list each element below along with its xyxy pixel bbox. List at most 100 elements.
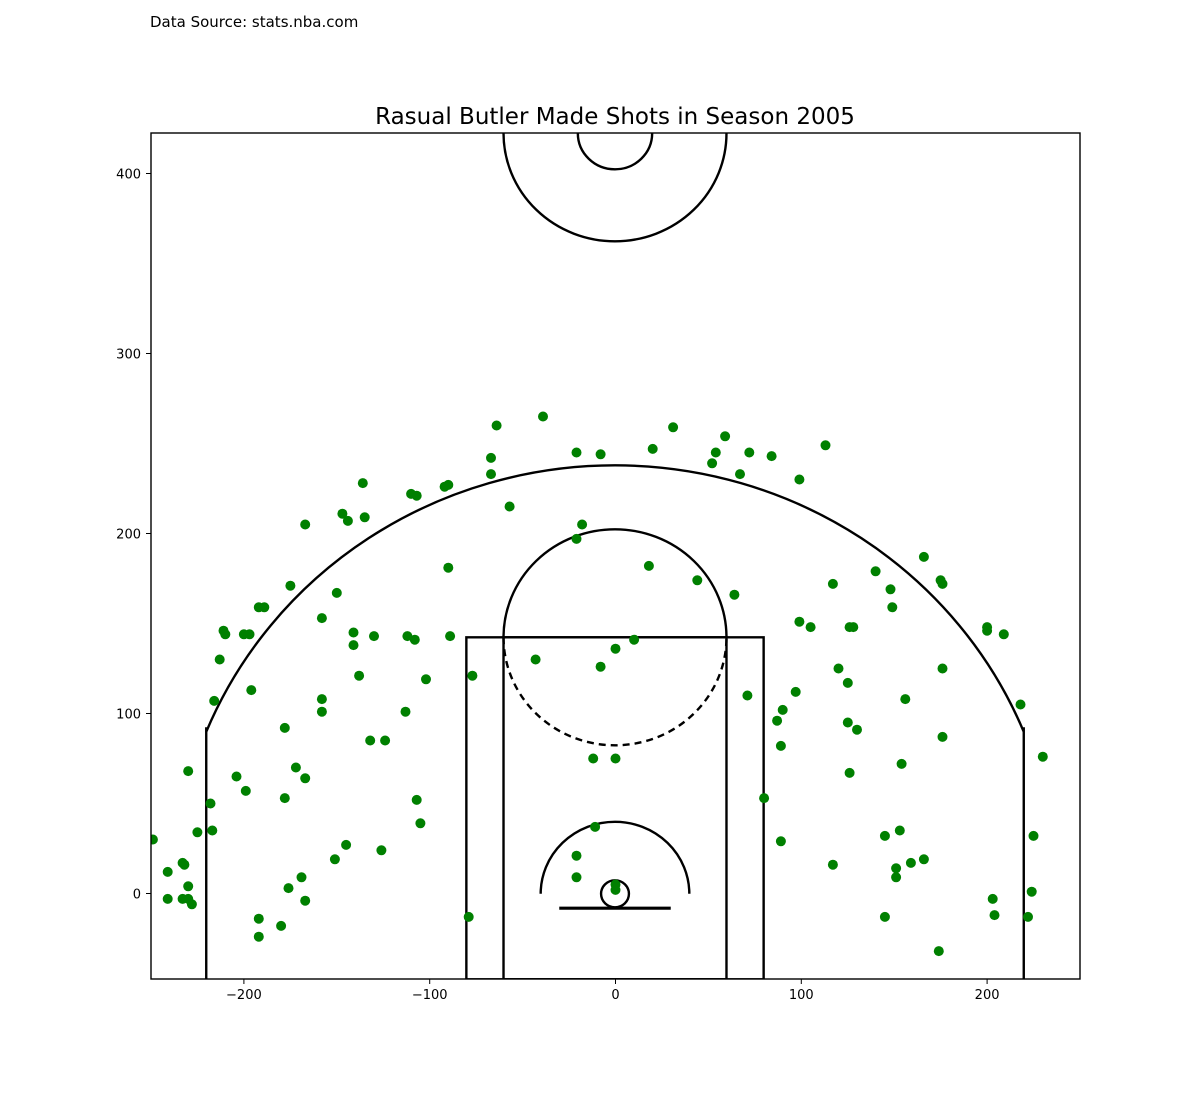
shot-point bbox=[246, 685, 257, 696]
shot-point bbox=[467, 670, 478, 681]
shot-point bbox=[647, 443, 658, 454]
shot-point bbox=[885, 584, 896, 595]
shot-point bbox=[937, 578, 948, 589]
center-court-outer-arc bbox=[504, 133, 727, 241]
shot-point bbox=[244, 629, 255, 640]
shot-point bbox=[842, 677, 853, 688]
outer-paint bbox=[466, 637, 763, 979]
shot-point bbox=[643, 560, 654, 571]
shot-point bbox=[207, 825, 218, 836]
shot-point bbox=[300, 895, 311, 906]
x-tick-label: −200 bbox=[226, 988, 262, 1003]
shot-point bbox=[610, 753, 621, 764]
shot-point bbox=[937, 663, 948, 674]
shot-point bbox=[253, 931, 264, 942]
shot-point bbox=[209, 695, 220, 706]
shot-point bbox=[186, 899, 197, 910]
shot-point bbox=[205, 798, 216, 809]
shot-point bbox=[348, 640, 359, 651]
shot-point bbox=[692, 575, 703, 586]
shot-point bbox=[918, 551, 929, 562]
shot-point bbox=[588, 753, 599, 764]
free-throw-bottom-arc bbox=[504, 637, 727, 745]
shot-point bbox=[276, 920, 287, 931]
shot-point bbox=[162, 893, 173, 904]
shot-point bbox=[285, 580, 296, 591]
shot-point bbox=[848, 622, 859, 633]
shot-point bbox=[982, 625, 993, 636]
shot-point bbox=[1015, 699, 1026, 710]
shot-point bbox=[794, 474, 805, 485]
shot-point bbox=[369, 631, 379, 642]
shot-point bbox=[805, 622, 816, 633]
shot-point bbox=[445, 631, 456, 642]
shot-point bbox=[595, 661, 606, 672]
y-axis: 0 100 200 300 400 bbox=[116, 168, 151, 903]
free-throw-top-arc bbox=[504, 529, 727, 637]
shot-point bbox=[402, 631, 413, 642]
shot-point bbox=[772, 715, 783, 726]
shot-point bbox=[827, 578, 838, 589]
shot-point bbox=[348, 627, 359, 638]
shot-point bbox=[253, 913, 264, 924]
shot-point bbox=[316, 613, 327, 624]
shot-point bbox=[879, 911, 890, 922]
shot-point bbox=[918, 854, 929, 865]
shot-point bbox=[192, 827, 203, 838]
shot-point bbox=[538, 411, 548, 422]
shot-point bbox=[1026, 886, 1037, 897]
shot-point bbox=[827, 859, 838, 870]
shot-point bbox=[775, 836, 786, 847]
x-tick-label: 200 bbox=[975, 988, 1000, 1003]
shot-point bbox=[183, 881, 194, 892]
shot-point bbox=[151, 834, 158, 845]
shot-point bbox=[759, 793, 770, 804]
shot-point bbox=[162, 866, 173, 877]
shot-point bbox=[279, 722, 290, 733]
x-tick-label: 0 bbox=[611, 988, 619, 1003]
shot-point bbox=[852, 724, 862, 735]
shot-point bbox=[887, 602, 898, 613]
shot-point bbox=[296, 872, 307, 883]
shot-point bbox=[891, 863, 902, 874]
restricted-area-arc bbox=[541, 822, 690, 894]
shot-point bbox=[735, 469, 745, 480]
shot-point bbox=[214, 654, 225, 665]
shot-point bbox=[937, 731, 948, 742]
shot-point bbox=[744, 447, 755, 458]
shot-point bbox=[896, 758, 907, 769]
shot-point bbox=[443, 479, 454, 490]
shot-point bbox=[380, 735, 391, 746]
shot-point bbox=[900, 694, 911, 705]
shot-point bbox=[300, 773, 311, 784]
shot-point bbox=[790, 686, 801, 697]
shot-point bbox=[844, 767, 855, 778]
x-tick-label: −100 bbox=[412, 988, 448, 1003]
shot-point bbox=[421, 674, 431, 685]
shot-point bbox=[357, 478, 368, 489]
shot-point bbox=[183, 766, 194, 777]
x-tick-label: 100 bbox=[789, 988, 814, 1003]
shot-point bbox=[300, 519, 311, 530]
shot-point bbox=[337, 508, 348, 519]
shot-point bbox=[411, 490, 422, 501]
shot-point bbox=[1028, 830, 1039, 841]
shot-point bbox=[231, 771, 242, 782]
shot-point bbox=[842, 717, 853, 728]
shot-point bbox=[504, 501, 515, 512]
y-tick-label: 200 bbox=[116, 528, 141, 543]
x-axis: −200 −100 0 100 200 bbox=[226, 979, 1000, 1003]
shot-point bbox=[409, 634, 420, 645]
shot-point bbox=[820, 440, 831, 451]
shot-point bbox=[290, 762, 301, 773]
y-tick-label: 100 bbox=[116, 708, 141, 723]
shot-point bbox=[279, 793, 290, 804]
shot-point bbox=[415, 818, 426, 829]
shot-point bbox=[777, 704, 788, 715]
shot-point bbox=[720, 431, 731, 442]
center-court-inner-arc bbox=[578, 133, 652, 169]
shot-point bbox=[259, 602, 270, 613]
shot-point bbox=[879, 830, 890, 841]
y-tick-label: 0 bbox=[133, 888, 141, 903]
